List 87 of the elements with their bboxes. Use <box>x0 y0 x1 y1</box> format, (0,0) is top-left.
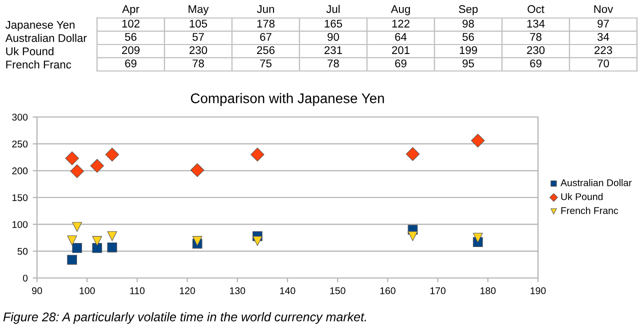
data-label: 67 <box>260 32 272 41</box>
data-label: 75 <box>260 60 272 68</box>
x-tick-label: 170 <box>430 287 446 294</box>
y-tick-label: 150 <box>12 194 28 202</box>
x-tick-label: 180 <box>480 287 496 294</box>
y-tick-label: 300 <box>12 114 28 121</box>
point <box>250 148 264 162</box>
caption: Figure 28: A particularly volatile time in the world currency market. <box>3 312 366 324</box>
x-tick-label: 110 <box>130 287 145 294</box>
data-label: 95 <box>462 59 474 68</box>
data-label: 223 <box>594 46 612 54</box>
point <box>408 231 418 242</box>
data-label: 105 <box>190 20 208 28</box>
x-tick-label: Sep <box>458 5 478 16</box>
point <box>107 242 118 252</box>
point <box>67 235 78 246</box>
data-label: 209 <box>122 46 140 54</box>
data-label: 78 <box>192 59 204 68</box>
data-label: 230 <box>190 46 208 54</box>
point <box>252 236 262 246</box>
legend-label: Uk Pound <box>561 192 603 200</box>
x-tick-label: 100 <box>80 287 95 294</box>
point <box>67 254 78 265</box>
data-label: 134 <box>527 20 545 28</box>
data-label: 231 <box>324 46 342 54</box>
x-tick-label: Nov <box>594 5 614 14</box>
y-tick-label: French Franc <box>6 60 72 69</box>
point <box>105 148 120 162</box>
point <box>70 164 84 178</box>
data-label: 34 <box>597 32 610 41</box>
data-label: 78 <box>328 59 339 68</box>
x-tick-label: Apr <box>122 5 140 16</box>
data-label: 201 <box>392 46 410 54</box>
data-label: 57 <box>192 33 204 41</box>
point <box>472 232 483 243</box>
x-tick-label: 120 <box>180 287 196 294</box>
point <box>65 151 79 166</box>
data-label: 98 <box>462 20 474 28</box>
point <box>192 236 202 246</box>
x-tick-label: 190 <box>530 287 546 294</box>
data-label: 102 <box>122 20 140 28</box>
x-tick-label: Aug <box>390 5 410 16</box>
point <box>190 163 204 177</box>
data-label: 56 <box>462 32 474 41</box>
data-label: 69 <box>530 59 542 68</box>
x-tick-label: 140 <box>280 287 296 294</box>
y-tick-label: Japanese Yen <box>6 21 74 31</box>
x-tick-label: 150 <box>330 287 346 294</box>
point <box>72 243 82 253</box>
data-label: 56 <box>125 32 136 41</box>
data-label: 122 <box>392 20 410 28</box>
x-tick-label: 160 <box>380 287 396 294</box>
x-tick-label: 130 <box>230 287 246 294</box>
data-label: 199 <box>460 46 477 54</box>
data-label: 90 <box>328 32 339 41</box>
x-tick-label: 90 <box>32 287 42 294</box>
data-label: 69 <box>395 59 406 68</box>
data-label: 97 <box>598 20 609 28</box>
point <box>471 134 485 148</box>
y-tick-label: Uk Pound <box>6 47 54 56</box>
data-label: 178 <box>257 20 275 28</box>
point <box>90 158 104 173</box>
data-label: 64 <box>395 32 407 41</box>
point <box>92 236 102 246</box>
y-tick-label: 200 <box>12 167 28 174</box>
y-tick-label: 0 <box>22 274 28 282</box>
data-label: 69 <box>125 59 136 68</box>
point <box>72 222 82 232</box>
y-tick-label: 50 <box>18 248 28 255</box>
data-label: 70 <box>598 59 609 68</box>
legend-label: French Franc <box>561 206 618 214</box>
x-tick-label: Oct <box>528 5 544 14</box>
chart-title: Comparison with Japanese Yen <box>190 93 384 106</box>
data-label: 256 <box>257 46 275 54</box>
data-label: 165 <box>324 20 342 28</box>
y-tick-label: 100 <box>12 221 28 228</box>
data-label: 78 <box>530 32 542 41</box>
x-tick-label: Jul <box>326 4 340 14</box>
data-label: 230 <box>527 46 545 54</box>
x-tick-label: May <box>188 5 209 16</box>
legend-label: Australian Dollar <box>560 179 632 186</box>
y-tick-label: 250 <box>12 140 28 148</box>
point <box>92 243 102 253</box>
point <box>406 147 420 161</box>
y-tick-label: Australian Dollar <box>5 34 87 42</box>
x-tick-label: Jun <box>256 5 274 14</box>
point <box>107 231 118 242</box>
